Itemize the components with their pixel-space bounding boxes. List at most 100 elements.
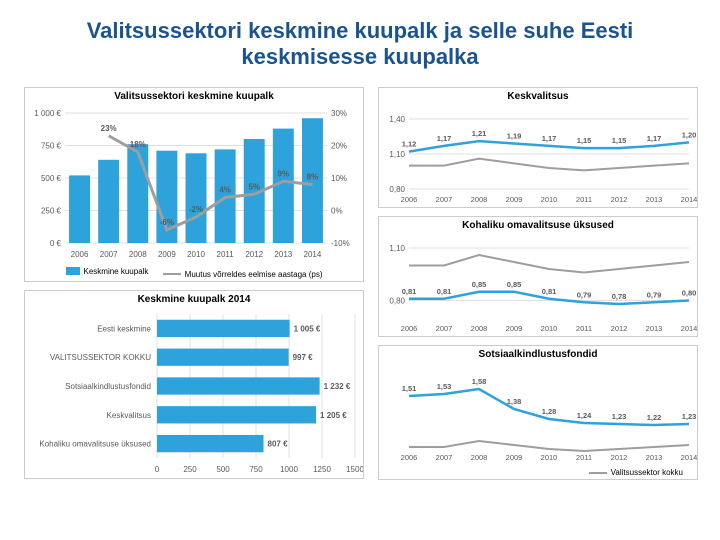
- svg-text:2009: 2009: [506, 453, 523, 462]
- svg-text:2009: 2009: [506, 195, 523, 204]
- svg-text:1,17: 1,17: [437, 134, 452, 143]
- svg-text:1,58: 1,58: [472, 377, 487, 386]
- svg-text:2013: 2013: [646, 453, 663, 462]
- svg-text:1,10: 1,10: [389, 150, 405, 159]
- svg-text:1,23: 1,23: [682, 412, 697, 421]
- svg-text:1,17: 1,17: [542, 134, 557, 143]
- svg-text:2010: 2010: [541, 324, 558, 333]
- svg-text:500 €: 500 €: [41, 174, 62, 183]
- svg-text:Kohaliku omavalitsuse üksused: Kohaliku omavalitsuse üksused: [39, 439, 151, 448]
- svg-text:2012: 2012: [611, 195, 628, 204]
- svg-text:250: 250: [183, 465, 197, 474]
- svg-text:1,17: 1,17: [647, 134, 662, 143]
- svg-text:1,15: 1,15: [577, 136, 592, 145]
- svg-text:2014: 2014: [681, 195, 697, 204]
- legend-bar-label: Keskmine kuupalk: [84, 267, 149, 276]
- line3-legend: Valitsussektor kokku: [379, 465, 697, 480]
- left-column: Valitsussektori keskmine kuupalk 0 €250 …: [24, 87, 364, 481]
- line2-title: Kohaliku omavalitsuse üksused: [379, 217, 697, 234]
- svg-text:0,85: 0,85: [472, 280, 487, 289]
- svg-text:1 232 €: 1 232 €: [324, 382, 351, 391]
- svg-text:2010: 2010: [187, 250, 205, 259]
- svg-text:0,81: 0,81: [402, 287, 417, 296]
- svg-text:0,80: 0,80: [682, 288, 697, 297]
- svg-text:2006: 2006: [401, 195, 418, 204]
- svg-text:750: 750: [249, 465, 263, 474]
- line3-title: Sotsiaalkindlustusfondid: [379, 346, 697, 363]
- line3-box: Sotsiaalkindlustusfondid 200620072008200…: [378, 345, 698, 481]
- svg-text:10%: 10%: [331, 174, 347, 183]
- svg-text:2008: 2008: [471, 453, 488, 462]
- bar-chart: 0 €250 €500 €750 €1 000 €-10%0%10%20%30%…: [25, 105, 363, 265]
- svg-text:2010: 2010: [541, 453, 558, 462]
- svg-text:1,20: 1,20: [682, 130, 697, 139]
- svg-text:Eesti keskmine: Eesti keskmine: [97, 324, 151, 333]
- svg-text:2010: 2010: [541, 195, 558, 204]
- svg-text:VALITSUSSEKTOR KOKKU: VALITSUSSEKTOR KOKKU: [50, 353, 151, 362]
- svg-text:250 €: 250 €: [41, 206, 62, 215]
- page-title: Valitsussektori keskmine kuupalk ja sell…: [24, 18, 696, 71]
- svg-text:2008: 2008: [471, 324, 488, 333]
- svg-text:1,24: 1,24: [577, 411, 592, 420]
- svg-text:2011: 2011: [217, 250, 235, 259]
- svg-text:1,23: 1,23: [612, 412, 627, 421]
- svg-text:-6%: -6%: [160, 218, 174, 227]
- svg-text:Sotsiaalkindlustusfondid: Sotsiaalkindlustusfondid: [65, 382, 151, 391]
- svg-text:1 000 €: 1 000 €: [34, 109, 61, 118]
- line-chart-2: 0,801,1020062007200820092010201120122013…: [379, 234, 697, 336]
- svg-text:2007: 2007: [436, 195, 453, 204]
- svg-text:2007: 2007: [100, 250, 118, 259]
- svg-text:0,85: 0,85: [507, 280, 522, 289]
- line1-title: Keskvalitsus: [379, 88, 697, 105]
- svg-text:0,80: 0,80: [389, 296, 405, 305]
- svg-text:2011: 2011: [576, 195, 592, 204]
- svg-text:0,80: 0,80: [389, 185, 405, 194]
- svg-text:0,81: 0,81: [437, 287, 452, 296]
- svg-text:2012: 2012: [611, 324, 628, 333]
- hbar-chart-title: Keskmine kuupalk 2014: [25, 291, 363, 308]
- svg-text:807 €: 807 €: [268, 439, 289, 448]
- svg-text:23%: 23%: [101, 124, 117, 133]
- svg-text:2012: 2012: [611, 453, 628, 462]
- svg-text:2014: 2014: [681, 324, 697, 333]
- svg-text:1500: 1500: [346, 465, 363, 474]
- line-chart-1: 0,801,101,402006200720082009201020112012…: [379, 105, 697, 207]
- chart-grid: Valitsussektori keskmine kuupalk 0 €250 …: [24, 87, 696, 481]
- svg-text:2014: 2014: [304, 250, 322, 259]
- svg-text:0,79: 0,79: [577, 290, 592, 299]
- svg-text:0%: 0%: [331, 206, 343, 215]
- svg-text:0,78: 0,78: [612, 292, 627, 301]
- svg-text:1,12: 1,12: [402, 139, 417, 148]
- svg-text:1 005 €: 1 005 €: [294, 324, 321, 333]
- svg-text:2014: 2014: [681, 453, 697, 462]
- bar-chart-title: Valitsussektori keskmine kuupalk: [25, 88, 363, 105]
- bar-chart-box: Valitsussektori keskmine kuupalk 0 €250 …: [24, 87, 364, 282]
- line1-box: Keskvalitsus 0,801,101,40200620072008200…: [378, 87, 698, 208]
- svg-text:-10%: -10%: [331, 239, 350, 248]
- svg-text:997 €: 997 €: [293, 353, 314, 362]
- svg-text:2009: 2009: [158, 250, 176, 259]
- svg-text:30%: 30%: [331, 109, 347, 118]
- svg-text:500: 500: [216, 465, 230, 474]
- hbar-chart: 0250500750100012501500Eesti keskmine1 00…: [25, 308, 363, 478]
- line2-box: Kohaliku omavalitsuse üksused 0,80 1,10 20…: [378, 216, 698, 337]
- svg-text:0,81: 0,81: [542, 287, 557, 296]
- svg-text:1,19: 1,19: [507, 131, 522, 140]
- svg-text:1,28: 1,28: [542, 407, 557, 416]
- svg-text:2006: 2006: [71, 250, 89, 259]
- svg-text:1,10: 1,10: [389, 244, 405, 253]
- svg-text:1 205 €: 1 205 €: [320, 411, 347, 420]
- svg-text:2009: 2009: [506, 324, 523, 333]
- svg-text:1,22: 1,22: [647, 413, 662, 422]
- svg-text:2013: 2013: [274, 250, 292, 259]
- svg-text:2007: 2007: [436, 324, 453, 333]
- svg-text:1000: 1000: [280, 465, 298, 474]
- svg-text:2008: 2008: [129, 250, 147, 259]
- svg-text:0,79: 0,79: [647, 290, 662, 299]
- svg-text:2012: 2012: [245, 250, 263, 259]
- svg-text:4%: 4%: [219, 185, 231, 194]
- svg-text:20%: 20%: [331, 141, 347, 150]
- svg-text:-2%: -2%: [189, 205, 203, 214]
- svg-text:2008: 2008: [471, 195, 488, 204]
- legend-line-label: Muutus võrreldes eelmise aastaga (ps): [185, 270, 323, 279]
